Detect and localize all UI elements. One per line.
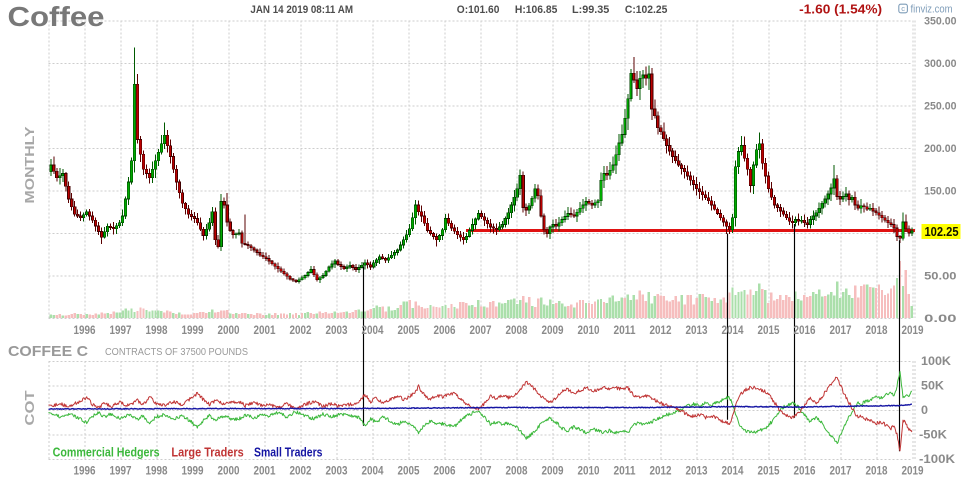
svg-text:2003: 2003 — [326, 323, 348, 337]
svg-text:102.25: 102.25 — [925, 225, 959, 239]
svg-text:2009: 2009 — [542, 464, 564, 478]
svg-text:Commercial Hedgers: Commercial Hedgers — [53, 445, 160, 460]
svg-text:2016: 2016 — [794, 464, 816, 478]
svg-text:-50K: -50K — [919, 430, 948, 442]
svg-text:250.00: 250.00 — [924, 101, 956, 113]
svg-text:CONTRACTS OF 37500 POUNDS: CONTRACTS OF 37500 POUNDS — [105, 347, 248, 358]
svg-text:2001: 2001 — [254, 464, 276, 478]
svg-text:2012: 2012 — [650, 464, 672, 478]
svg-text:2005: 2005 — [398, 464, 420, 478]
svg-text:50.00: 50.00 — [924, 271, 956, 283]
svg-text:2010: 2010 — [578, 464, 600, 478]
svg-text:1997: 1997 — [110, 323, 132, 337]
svg-text:2016: 2016 — [794, 323, 816, 337]
svg-text:2015: 2015 — [758, 464, 780, 478]
svg-text:Small Traders: Small Traders — [254, 445, 323, 460]
svg-text:1999: 1999 — [182, 464, 204, 478]
svg-text:JAN 14 2019 08:11 AM: JAN 14 2019 08:11 AM — [250, 4, 353, 16]
svg-text:2018: 2018 — [866, 323, 888, 337]
svg-text:2003: 2003 — [326, 464, 348, 478]
svg-text:finviz.com: finviz.com — [911, 3, 953, 15]
svg-text:MONTHLY: MONTHLY — [22, 126, 37, 203]
svg-text:350.00: 350.00 — [924, 16, 956, 28]
svg-text:2002: 2002 — [290, 464, 312, 478]
svg-text:2014: 2014 — [722, 464, 744, 478]
svg-text:2017: 2017 — [830, 464, 852, 478]
svg-text:2000: 2000 — [218, 464, 240, 478]
svg-text:2011: 2011 — [614, 464, 636, 478]
svg-text:1996: 1996 — [74, 323, 96, 337]
svg-text:-100K: -100K — [919, 454, 956, 466]
svg-text:300.00: 300.00 — [924, 58, 956, 70]
svg-text:O:101.60: O:101.60 — [457, 4, 500, 16]
svg-text:0: 0 — [921, 405, 928, 417]
svg-text:2013: 2013 — [686, 464, 708, 478]
svg-text:50K: 50K — [921, 381, 945, 393]
svg-text:2001: 2001 — [254, 323, 276, 337]
svg-text:2000: 2000 — [218, 323, 240, 337]
svg-text:2014: 2014 — [722, 323, 744, 337]
svg-text:2005: 2005 — [398, 323, 420, 337]
svg-text:c: c — [901, 4, 905, 13]
svg-text:150.00: 150.00 — [924, 186, 956, 198]
svg-text:2007: 2007 — [470, 323, 492, 337]
svg-text:C:102.25: C:102.25 — [625, 4, 668, 16]
svg-text:COFFEE C: COFFEE C — [8, 343, 88, 360]
svg-text:2011: 2011 — [614, 323, 636, 337]
svg-text:1999: 1999 — [182, 323, 204, 337]
svg-text:2015: 2015 — [758, 323, 780, 337]
svg-text:2019: 2019 — [902, 464, 924, 478]
svg-text:2004: 2004 — [362, 464, 384, 478]
svg-text:2004: 2004 — [362, 323, 384, 337]
svg-text:1997: 1997 — [110, 464, 132, 478]
svg-text:0.00: 0.00 — [924, 313, 956, 325]
svg-text:1996: 1996 — [74, 464, 96, 478]
svg-text:100K: 100K — [921, 356, 952, 368]
svg-text:-1.60 (1.54%): -1.60 (1.54%) — [799, 2, 882, 16]
svg-text:2006: 2006 — [434, 464, 456, 478]
svg-text:2018: 2018 — [866, 464, 888, 478]
svg-text:2002: 2002 — [290, 323, 312, 337]
svg-text:H:106.85: H:106.85 — [515, 4, 558, 16]
svg-text:2019: 2019 — [902, 323, 924, 337]
svg-text:COT: COT — [22, 390, 37, 425]
svg-text:200.00: 200.00 — [924, 143, 956, 155]
svg-text:2017: 2017 — [830, 323, 852, 337]
svg-text:2006: 2006 — [434, 323, 456, 337]
svg-text:2007: 2007 — [470, 464, 492, 478]
svg-text:2008: 2008 — [506, 323, 528, 337]
svg-text:L:99.35: L:99.35 — [572, 4, 609, 16]
svg-text:2012: 2012 — [650, 323, 672, 337]
svg-text:2013: 2013 — [686, 323, 708, 337]
svg-text:1998: 1998 — [146, 323, 168, 337]
svg-text:Large Traders: Large Traders — [171, 445, 243, 460]
svg-text:2008: 2008 — [506, 464, 528, 478]
svg-text:Coffee: Coffee — [8, 1, 105, 32]
svg-text:1998: 1998 — [146, 464, 168, 478]
svg-text:2010: 2010 — [578, 323, 600, 337]
svg-text:2009: 2009 — [542, 323, 564, 337]
